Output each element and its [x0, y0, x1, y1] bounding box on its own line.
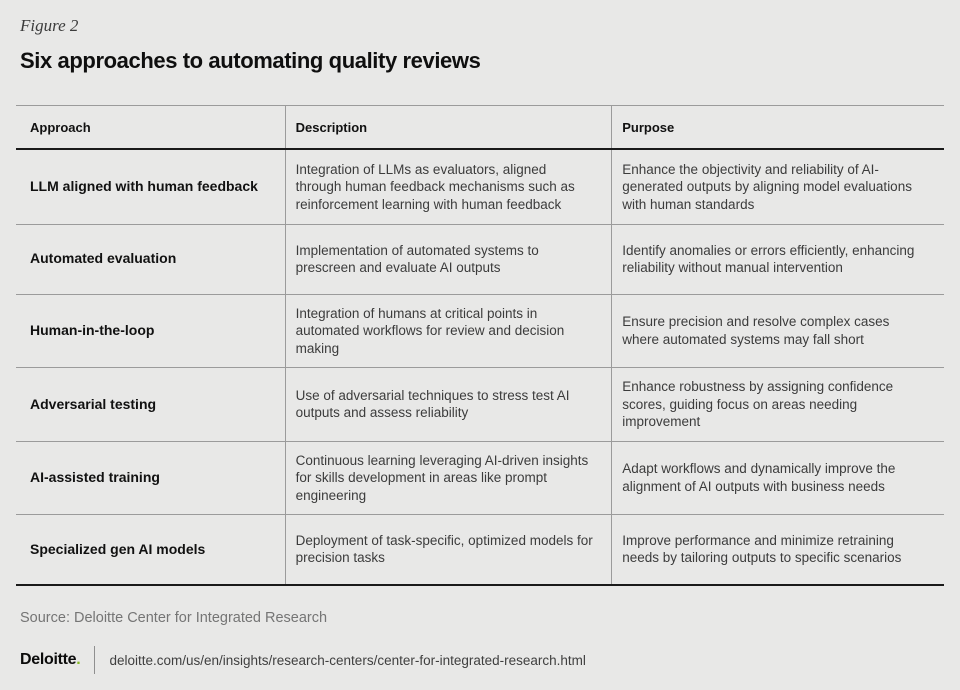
- description-cell: Integration of LLMs as evaluators, align…: [285, 149, 613, 225]
- approaches-table: Approach Description Purpose LLM aligned…: [16, 105, 944, 586]
- approach-cell: Human-in-the-loop: [16, 294, 286, 368]
- approach-cell: Adversarial testing: [16, 367, 286, 442]
- source-note: Source: Deloitte Center for Integrated R…: [20, 610, 328, 626]
- purpose-cell: Enhance robustness by assigning confiden…: [611, 367, 944, 442]
- purpose-cell: Ensure precision and resolve complex cas…: [611, 294, 944, 368]
- page-title: Six approaches to automating quality rev…: [20, 48, 481, 73]
- figure-label: Figure 2: [20, 16, 79, 35]
- table-row: Automated evaluation Implementation of a…: [16, 224, 944, 295]
- column-header-approach: Approach: [16, 105, 286, 150]
- description-cell: Implementation of automated systems to p…: [285, 224, 613, 295]
- table-row: Adversarial testing Use of adversarial t…: [16, 367, 944, 442]
- deloitte-logo-text: Deloitte: [20, 651, 77, 668]
- deloitte-logo: Deloitte.: [20, 651, 81, 669]
- description-cell: Continuous learning leveraging AI-driven…: [285, 441, 613, 515]
- footer-divider: [94, 646, 96, 674]
- table-row: AI-assisted training Continuous learning…: [16, 441, 944, 515]
- column-header-purpose: Purpose: [611, 105, 944, 150]
- approach-cell: Specialized gen AI models: [16, 514, 286, 586]
- table-row: LLM aligned with human feedback Integrat…: [16, 149, 944, 225]
- purpose-cell: Identify anomalies or errors efficiently…: [611, 224, 944, 295]
- purpose-cell: Enhance the objectivity and reliability …: [611, 149, 944, 225]
- purpose-cell: Improve performance and minimize retrain…: [611, 514, 944, 586]
- approach-cell: AI-assisted training: [16, 441, 286, 515]
- table-header-row: Approach Description Purpose: [16, 105, 944, 150]
- purpose-cell: Adapt workflows and dynamically improve …: [611, 441, 944, 515]
- footer-url: deloitte.com/us/en/insights/research-cen…: [109, 652, 586, 668]
- footer-bar: Deloitte. deloitte.com/us/en/insights/re…: [20, 644, 586, 676]
- approach-cell: LLM aligned with human feedback: [16, 149, 286, 225]
- table-row: Specialized gen AI models Deployment of …: [16, 514, 944, 586]
- description-cell: Integration of humans at critical points…: [285, 294, 613, 368]
- deloitte-logo-green-dot: .: [76, 651, 81, 668]
- table-row: Human-in-the-loop Integration of humans …: [16, 294, 944, 368]
- description-cell: Use of adversarial techniques to stress …: [285, 367, 613, 442]
- approach-cell: Automated evaluation: [16, 224, 286, 295]
- description-cell: Deployment of task-specific, optimized m…: [285, 514, 613, 586]
- column-header-description: Description: [285, 105, 613, 150]
